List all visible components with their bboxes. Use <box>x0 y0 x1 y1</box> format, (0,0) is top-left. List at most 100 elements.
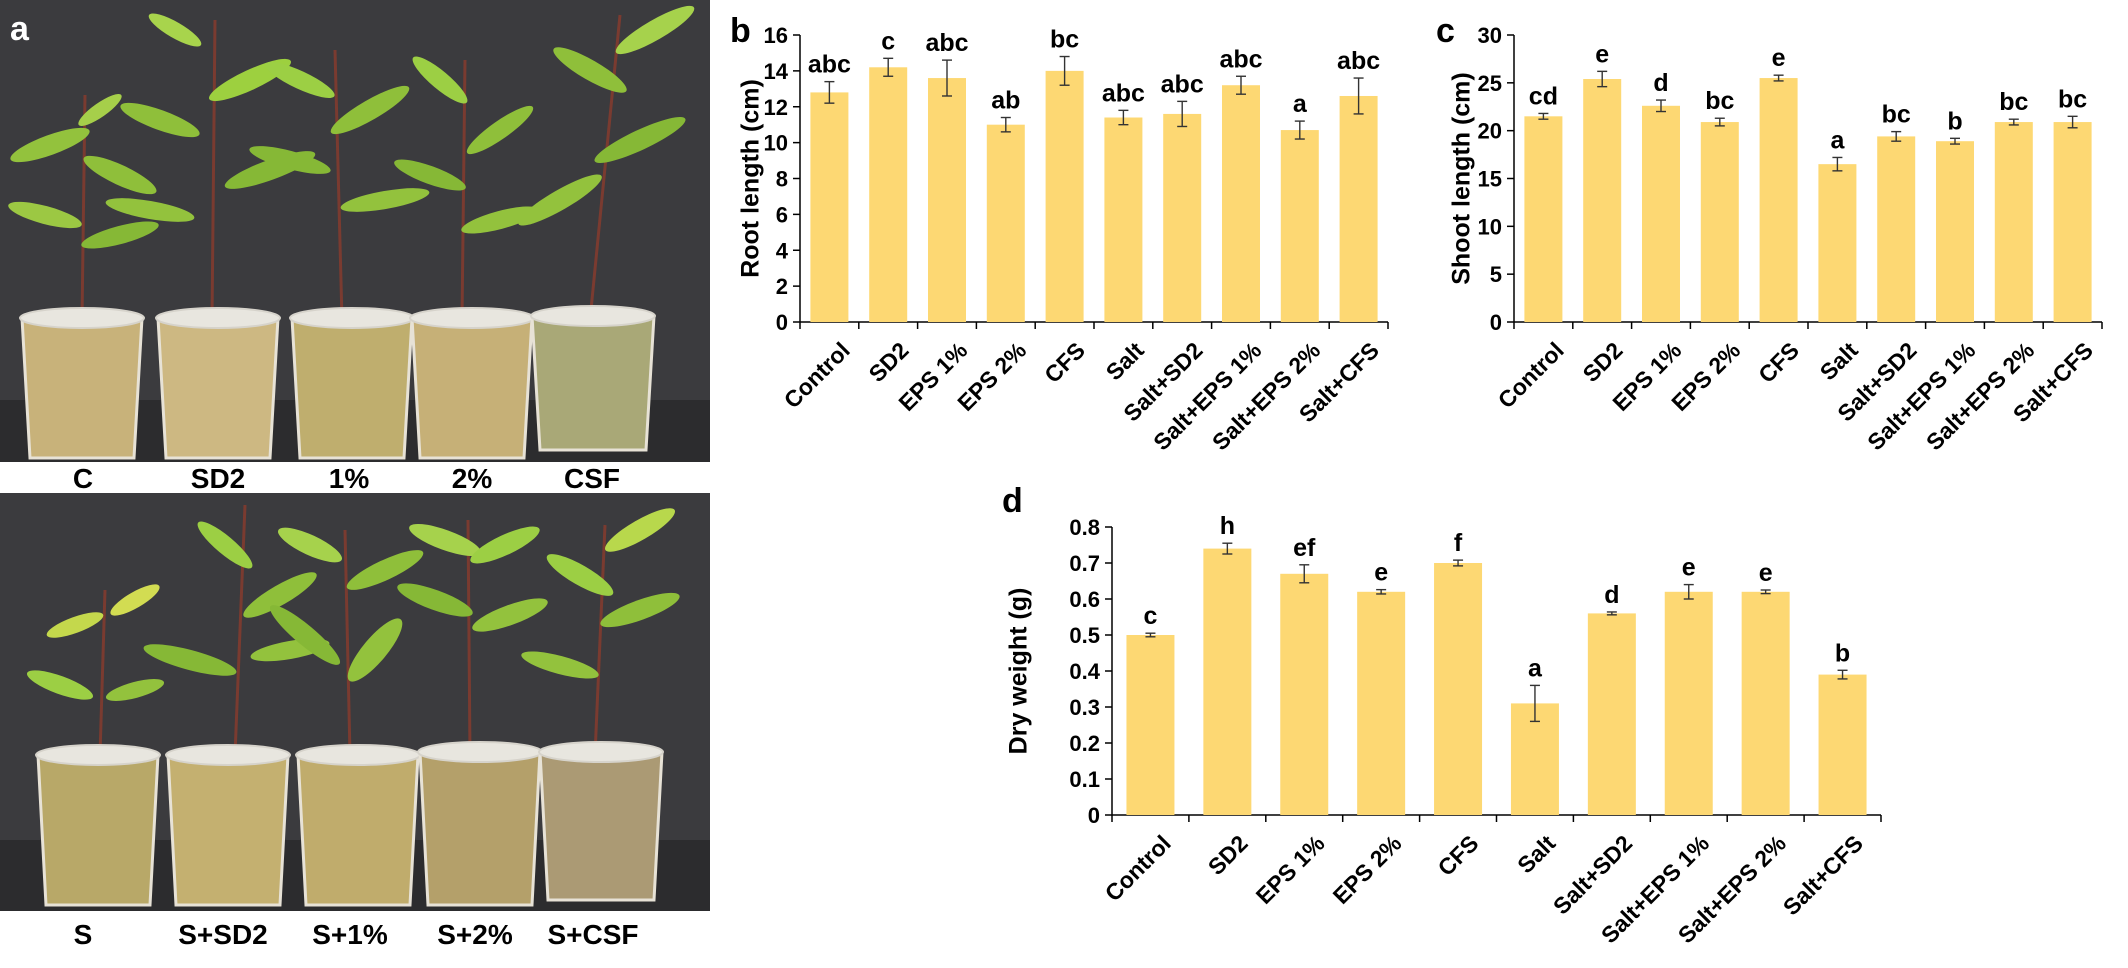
bar <box>1587 613 1636 815</box>
photo-bottom <box>0 493 710 911</box>
significance-label: d <box>1604 581 1619 609</box>
bar <box>986 124 1025 322</box>
significance-label: abc <box>1337 47 1380 75</box>
photo-label-2pct: 2% <box>452 463 493 494</box>
significance-label: abc <box>1161 70 1204 98</box>
photo-label-sd2: SD2 <box>191 463 245 494</box>
significance-label: ab <box>991 87 1020 115</box>
significance-label: abc <box>1102 79 1145 107</box>
bar <box>1104 117 1143 322</box>
significance-label: cd <box>1529 82 1558 110</box>
y-axis-title: Shoot length (cm) <box>1448 72 1476 284</box>
y-tick-label: 0 <box>776 310 788 335</box>
significance-label: e <box>1595 40 1609 68</box>
bar <box>1994 122 2033 322</box>
significance-label: e <box>1374 559 1388 587</box>
significance-label: d <box>1653 69 1668 97</box>
bar <box>1936 141 1974 322</box>
significance-label: h <box>1220 512 1235 540</box>
x-tick-label: EPS 1% <box>1251 830 1330 909</box>
y-tick-label: 4 <box>776 238 789 263</box>
plant-top-5 <box>518 5 695 321</box>
pots-bottom <box>35 741 664 907</box>
y-tick-label: 0 <box>1490 310 1502 335</box>
plant-bottom-4 <box>397 519 548 756</box>
photo-label-csf: CSF <box>564 463 620 494</box>
photo-top <box>0 0 710 462</box>
panel-b-letter: b <box>730 12 751 50</box>
significance-label: e <box>1682 554 1696 582</box>
photo-label-s-sd2: S+SD2 <box>178 919 268 950</box>
significance-label: e <box>1772 44 1786 72</box>
significance-label: a <box>1830 126 1845 154</box>
significance-label: abc <box>925 29 968 57</box>
photo-label-s-csf: S+CSF <box>547 919 638 950</box>
bar <box>1583 79 1622 322</box>
x-tick-label: Salt <box>1101 337 1149 385</box>
plant-top-1 <box>8 94 159 321</box>
significance-label: f <box>1454 529 1463 557</box>
significance-label: a <box>1293 90 1308 118</box>
x-tick-label: SD2 <box>1578 337 1628 387</box>
y-tick-label: 8 <box>776 167 788 192</box>
x-tick-label: Control <box>1493 337 1569 413</box>
bar <box>1759 78 1798 322</box>
plant-top-4 <box>394 56 539 321</box>
plant-bottom-5 <box>521 508 680 756</box>
photo-label-c: C <box>73 463 93 494</box>
x-tick-label: Salt <box>1815 337 1863 385</box>
bar <box>1642 105 1680 322</box>
significance-label: abc <box>808 51 851 79</box>
y-tick-label: 0.6 <box>1069 587 1100 612</box>
bar <box>1700 122 1739 322</box>
bar <box>1280 573 1329 815</box>
x-tick-label: Salt+CFS <box>1778 830 1868 920</box>
significance-label: b <box>1835 639 1850 667</box>
x-tick-label: Control <box>1100 830 1176 906</box>
y-axis-title: Dry weight (g) <box>1005 588 1033 755</box>
y-tick-label: 5 <box>1490 262 1502 287</box>
pots-top <box>19 305 656 460</box>
photo-label-s-1pct: S+1% <box>312 919 388 950</box>
y-tick-label: 15 <box>1478 167 1502 192</box>
significance-label: bc <box>1050 26 1079 54</box>
dry-weight-chart: 0 0.1 0.2 0.3 0.4 0.5 0.6 0.7 0.8 Dry weight (g) c… <box>1005 512 1882 948</box>
y-tick-label: 0.2 <box>1069 731 1100 756</box>
bar <box>1818 674 1867 815</box>
significance-label: b <box>1947 107 1962 135</box>
y-tick-label: 16 <box>764 23 788 48</box>
bar <box>1434 563 1483 815</box>
x-tick-label: CFS <box>1039 337 1090 388</box>
y-tick-label: 0.8 <box>1069 515 1100 540</box>
bar <box>1126 635 1175 815</box>
y-tick-label: 0.7 <box>1069 551 1100 576</box>
x-tick-label: SD2 <box>864 337 914 387</box>
y-tick-label: 30 <box>1478 23 1502 48</box>
bar <box>1664 591 1713 815</box>
y-tick-label: 6 <box>776 202 788 227</box>
bar <box>869 67 908 322</box>
bar <box>1280 130 1319 322</box>
significance-label: c <box>881 27 895 55</box>
y-axis-title: Root length (cm) <box>737 79 765 278</box>
significance-label: bc <box>1882 101 1911 129</box>
significance-label: a <box>1528 654 1543 682</box>
bar <box>928 78 966 322</box>
x-tick-label: CFS <box>1433 830 1484 881</box>
x-tick-label: Control <box>779 337 855 413</box>
y-tick-label: 0.5 <box>1069 623 1100 648</box>
y-tick-label: 0 <box>1088 803 1100 828</box>
y-tick-label: 0.3 <box>1069 695 1100 720</box>
significance-label: c <box>1143 602 1157 630</box>
plant-bottom-1 <box>26 584 165 756</box>
bar <box>1524 116 1563 322</box>
panel-a-letter: a <box>10 10 30 48</box>
significance-label: bc <box>1999 88 2028 116</box>
x-tick-label: SD2 <box>1203 830 1253 880</box>
y-tick-label: 0.4 <box>1069 659 1100 684</box>
photo-label-1pct: 1% <box>329 463 370 494</box>
panel-c-letter: c <box>1436 12 1455 50</box>
x-tick-label: EPS 2% <box>1328 830 1407 909</box>
